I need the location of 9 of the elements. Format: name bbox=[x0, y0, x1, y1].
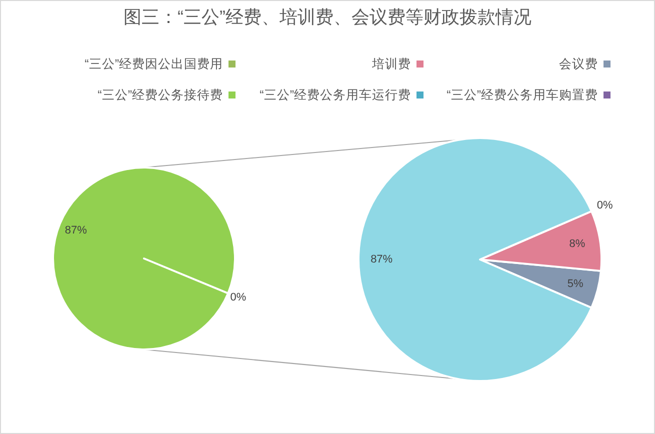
data-label: 0% bbox=[230, 292, 246, 304]
data-label: 5% bbox=[567, 278, 584, 290]
data-label: 0% bbox=[596, 199, 613, 212]
data-label: 8% bbox=[569, 238, 586, 250]
data-label: 87% bbox=[370, 254, 393, 266]
chart-title: 图三：“三公”经费、培训费、会议费等财政拨款情况 bbox=[124, 7, 532, 27]
data-label: 87% bbox=[64, 224, 87, 236]
legend-label: 培训费 bbox=[371, 57, 411, 71]
legend-label: 会议费 bbox=[559, 57, 598, 71]
